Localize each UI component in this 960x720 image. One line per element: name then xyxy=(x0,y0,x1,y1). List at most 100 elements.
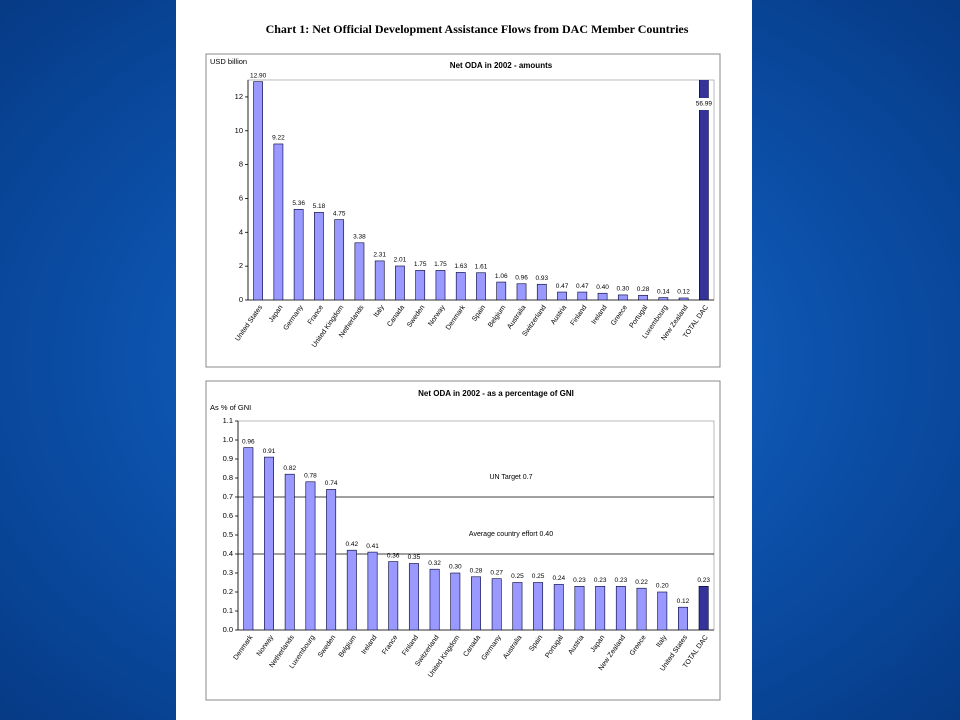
data-label: 0.41 xyxy=(366,543,379,550)
bar xyxy=(314,212,324,300)
bar xyxy=(471,576,481,630)
y-tick-label: 0.8 xyxy=(223,473,233,482)
bar xyxy=(388,561,399,630)
chart-frame xyxy=(205,53,721,368)
bar xyxy=(305,481,316,630)
bar xyxy=(273,143,284,300)
bar xyxy=(243,447,254,630)
data-label: 0.28 xyxy=(637,286,650,293)
data-label: 0.74 xyxy=(325,480,338,487)
data-label: 0.78 xyxy=(304,473,317,480)
data-label: 0.28 xyxy=(470,568,483,575)
y-tick-label: 10 xyxy=(235,126,243,135)
chart-title: Net ODA in 2002 - as a percentage of GNI xyxy=(418,389,574,398)
bar xyxy=(334,219,345,300)
bar xyxy=(435,270,446,300)
bar xyxy=(450,572,461,630)
data-label: 0.93 xyxy=(535,275,548,282)
bar xyxy=(293,208,304,300)
data-label: 1.06 xyxy=(495,273,508,280)
data-label: 1.61 xyxy=(475,263,488,270)
data-label: 0.23 xyxy=(573,577,586,584)
data-label: 0.96 xyxy=(515,274,528,281)
bar xyxy=(367,551,378,630)
bar xyxy=(516,283,527,300)
y-tick-label: 0.2 xyxy=(223,587,233,596)
y-tick-label: 4 xyxy=(239,227,243,236)
y-tick-label: 0.0 xyxy=(223,625,233,634)
bar xyxy=(264,456,275,630)
bar xyxy=(496,281,507,300)
y-tick-label: 0.7 xyxy=(223,492,233,501)
data-label: 0.23 xyxy=(697,577,710,584)
bar xyxy=(597,292,608,300)
bar xyxy=(677,606,688,630)
y-tick-label: 12 xyxy=(235,92,243,101)
data-label: 0.25 xyxy=(511,573,524,580)
bar xyxy=(512,582,523,630)
bar xyxy=(595,585,606,630)
data-label: 56.99 xyxy=(696,101,713,108)
data-label: 2.01 xyxy=(394,257,407,264)
bar xyxy=(253,81,263,300)
bar xyxy=(284,473,295,630)
y-tick-label: 1.1 xyxy=(223,416,233,425)
data-label: 0.25 xyxy=(532,573,545,580)
bar xyxy=(354,242,365,300)
data-label: 0.23 xyxy=(594,577,607,584)
data-label: 0.14 xyxy=(657,288,670,295)
bar xyxy=(476,272,486,300)
bar xyxy=(395,265,405,300)
bar xyxy=(326,489,337,630)
data-label: 12.90 xyxy=(250,72,267,79)
bar xyxy=(533,582,544,630)
data-label: 0.12 xyxy=(677,598,690,605)
data-label: 0.20 xyxy=(656,583,669,590)
y-tick-label: 0.3 xyxy=(223,568,233,577)
bar xyxy=(657,591,668,630)
bar xyxy=(429,568,440,630)
data-label: 1.63 xyxy=(454,263,467,270)
data-label: 0.96 xyxy=(242,438,255,445)
bar xyxy=(617,294,628,300)
data-label: 0.47 xyxy=(556,283,569,290)
bar xyxy=(374,260,385,300)
data-label: 0.30 xyxy=(449,564,462,571)
data-label: 5.36 xyxy=(292,200,305,207)
chart-title: Net ODA in 2002 - amounts xyxy=(450,61,553,70)
bar xyxy=(491,578,502,630)
y-tick-label: 0.5 xyxy=(223,530,233,539)
data-label: 0.42 xyxy=(345,541,358,548)
data-label: 3.38 xyxy=(353,234,366,241)
page-title: Chart 1: Net Official Development Assist… xyxy=(266,22,689,36)
y-tick-label: 0.4 xyxy=(223,549,233,558)
data-label: 0.40 xyxy=(596,284,609,291)
data-label: 0.32 xyxy=(428,560,441,567)
data-label: 4.75 xyxy=(333,210,346,217)
y-axis-label: USD billion xyxy=(210,57,247,66)
bar xyxy=(636,587,647,630)
data-label: 5.18 xyxy=(313,203,326,210)
bar xyxy=(658,297,669,300)
data-label: 0.35 xyxy=(408,554,421,561)
bar xyxy=(698,585,709,630)
bar xyxy=(638,294,648,300)
data-label: 0.22 xyxy=(635,579,648,586)
y-tick-label: 1.0 xyxy=(223,435,233,444)
bar xyxy=(699,80,709,300)
data-label: 0.24 xyxy=(552,575,565,582)
bar xyxy=(346,549,357,630)
data-label: 0.27 xyxy=(490,569,503,576)
axis-break xyxy=(697,98,711,110)
bar xyxy=(615,585,626,630)
data-label: 0.82 xyxy=(283,465,296,472)
data-label: 0.47 xyxy=(576,283,589,290)
y-tick-label: 8 xyxy=(239,160,243,169)
y-tick-label: 0 xyxy=(239,295,243,304)
data-label: 9.22 xyxy=(272,135,285,142)
reference-label: Average country effort 0.40 xyxy=(469,531,553,538)
data-label: 0.30 xyxy=(616,286,629,293)
y-tick-label: 0.6 xyxy=(223,511,233,520)
